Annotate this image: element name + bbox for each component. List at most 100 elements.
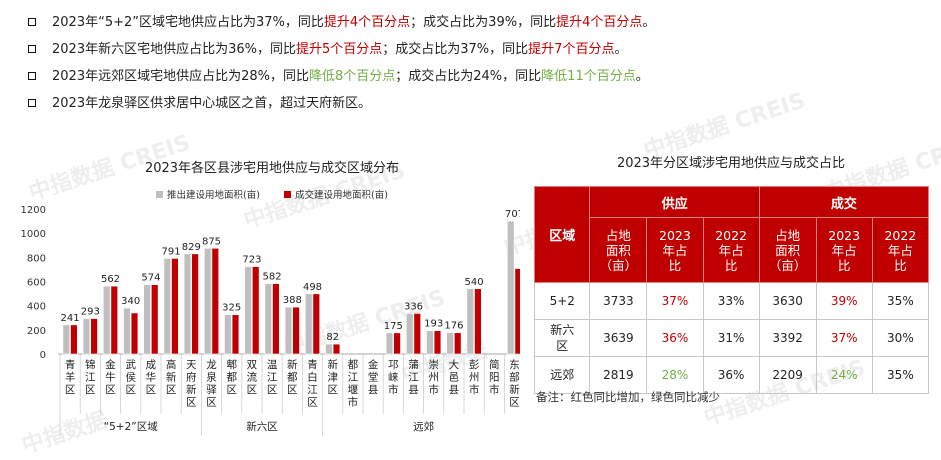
value-cell: 31% [702,319,760,357]
sub-header-cell: 2023 年占比 [815,217,873,283]
share-table: 区域 供应 成交 占地 面积 （亩） 2023 年占比 2022 年占比占地 面积 （亩） 2023 年占… [533,186,930,394]
bullet-text-segment: 2023年“5+2”区域宅地供应占比为37%，同比 [52,15,324,30]
x-tick-char: 州 [428,372,439,384]
x-tick-char: 区 [287,384,298,396]
table-title: 2023年分区域涉宅用地供应与成交占比 [616,156,846,171]
x-tick-char: 江 [85,372,96,384]
sub-header-line: 比 [837,257,851,273]
x-tick-char: 区 [166,384,177,396]
x-tick-char: 堰 [348,384,359,396]
summary-bullets: 2023年“5+2”区域宅地供应占比为37%，同比提升4个百分点；成交占比为39… [28,12,928,120]
value-cell: 35% [871,356,930,394]
x-tick-label: 东部新区 [509,358,520,409]
group-label: “5+2”区域 [104,420,159,433]
supply-bar [405,313,414,355]
x-tick-char: 青 [307,358,318,371]
sub-header-line: 年占 [662,242,688,258]
deal-bar [292,306,300,355]
x-tick-char: 新 [287,358,298,371]
data-label: 582 [263,272,282,283]
x-tick-label: 青白江区 [307,358,318,409]
x-tick-char: 高 [166,358,177,371]
deal-bar [272,283,280,355]
x-tick-label: 新都区 [287,358,298,396]
supply-bar [224,314,232,355]
value-cell: 2819 [589,356,648,394]
x-tick-char: 区 [267,384,278,396]
x-tick-char: 郫 [226,358,237,371]
x-tick-label: 大邑县 [449,358,460,396]
x-tick-char: 新 [186,383,197,396]
legend-swatch [156,191,163,198]
deal-header: 成交 [758,186,930,218]
x-tick-char: 羊 [65,371,76,384]
x-tick-label: 天府新区 [186,359,197,409]
supply-bar [244,266,252,355]
x-tick-label: 温江区 [267,359,278,396]
x-tick-label: 都江堰市 [348,359,359,409]
value-cell: 3630 [758,282,817,320]
bullet-text-segment: 提升4个百分点 [323,15,411,30]
bullet-item: 2023年远郊区域宅地供应占比为28%，同比降低8个百分点；成交占比为24%，同… [28,66,928,93]
value-cell: 39% [815,282,873,320]
value-cell: 2209 [758,356,817,394]
x-tick-char: 区 [85,384,96,396]
sub-header-line: 比 [724,257,738,273]
sub-header-line: 面积 [775,242,801,258]
bullet-square-icon [28,18,36,26]
bullet-text-segment: ；成交占比为39%，同比 [410,15,557,30]
x-tick-char: 江 [307,384,318,396]
supply-bar [183,253,192,355]
x-tick-label: 双流区 [247,359,258,396]
supply-header: 供应 [589,186,760,218]
x-tick-char: 州 [469,372,480,384]
sub-header-line: 年占 [718,242,744,258]
x-tick-label: 蒲江县 [408,358,419,396]
deal-bar [514,268,520,355]
sub-header-line: 2022 [715,227,748,243]
x-tick-char: 牛 [105,371,116,384]
sub-header-line: 占地 [605,227,631,243]
x-tick-char: 泉 [206,371,217,384]
data-label: 829 [182,242,201,253]
x-tick-char: 双 [247,359,258,371]
value-cell: 35% [871,282,930,320]
x-tick-char: 阳 [489,372,500,384]
x-tick-label: 崇州市 [428,359,439,396]
bullet-text-segment: 提升7个百分点 [528,42,615,57]
x-tick-char: 崃 [388,372,399,384]
deal-bar [433,330,442,355]
x-tick-label: 邛崃市 [388,359,399,396]
x-tick-char: 温 [267,359,278,371]
x-tick-char: 都 [348,359,359,371]
x-tick-char: 都 [226,372,237,384]
sub-header-line: 2023 [828,227,861,243]
table-row: 远郊 2819 28% 36% 2209 24% 35% [533,356,930,394]
x-tick-char: 区 [509,397,520,409]
y-tick-label: 400 [27,302,46,313]
bullet-item: 2023年龙泉驿区供求居中心城区之首，超过天府新区。 [28,93,928,120]
supply-bar [446,332,454,355]
sub-header-cell: 占地 面积 （亩） [589,217,648,283]
bullet-text-segment: 。 [635,69,649,84]
data-label: 175 [384,321,403,332]
supply-bar [304,293,313,355]
value-cell: 28% [646,356,704,394]
deal-bar [70,324,78,355]
region-cell: 新六 区 [533,319,591,357]
legend-label: 成交建设用地面积(亩) [295,189,388,201]
x-tick-char: 市 [388,383,399,396]
sub-header-line: 年占 [831,242,857,258]
x-tick-label: 锦江区 [85,358,96,396]
x-tick-char: 都 [287,372,298,384]
x-tick-char: 邛 [388,359,399,371]
supply-bar [163,258,171,355]
x-tick-char: 市 [428,383,439,396]
bullet-text-segment: 2023年远郊区域宅地供应占比为28%，同比 [52,69,309,84]
data-label: 336 [404,301,423,312]
x-tick-label: 郫都区 [226,358,237,396]
x-tick-char: 新 [166,371,177,384]
supply-bar [143,284,151,355]
sub-header-cell: 2022 年占比 [702,217,760,283]
y-tick-label: 1200 [21,205,46,216]
